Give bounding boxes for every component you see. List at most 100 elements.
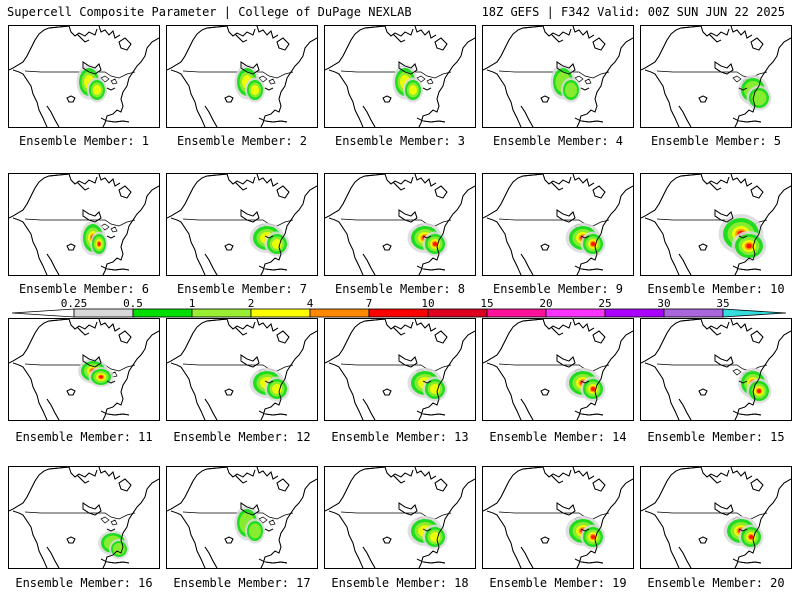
legend-swatch bbox=[368, 308, 429, 318]
north-america-map bbox=[325, 319, 475, 420]
scp-contour bbox=[751, 90, 767, 106]
ensemble-member-label: Ensemble Member: 5 bbox=[650, 134, 782, 148]
north-america-map bbox=[9, 174, 159, 275]
ensemble-map-panel bbox=[324, 25, 476, 128]
coastline-overlay bbox=[483, 26, 633, 127]
ensemble-map-panel bbox=[8, 318, 160, 421]
scp-contour bbox=[93, 85, 101, 95]
ensemble-map-panel bbox=[640, 173, 792, 276]
north-america-map bbox=[9, 319, 159, 420]
scp-contour bbox=[433, 242, 437, 246]
coastline-overlay bbox=[9, 319, 159, 420]
ensemble-map-panel bbox=[166, 318, 318, 421]
north-america-map bbox=[641, 467, 791, 568]
legend-tick-label: 0.5 bbox=[123, 298, 143, 310]
ensemble-map-panel bbox=[324, 466, 476, 569]
legend-tick-label: 4 bbox=[307, 298, 314, 310]
ensemble-map-panel bbox=[8, 466, 160, 569]
coastline-overlay bbox=[483, 467, 633, 568]
north-america-map bbox=[641, 174, 791, 275]
ensemble-map-panel bbox=[166, 173, 318, 276]
scp-contour bbox=[99, 375, 103, 379]
coastline-overlay bbox=[325, 26, 475, 127]
north-america-map bbox=[9, 467, 159, 568]
ensemble-map-panel bbox=[482, 173, 634, 276]
legend-tick-label: 35 bbox=[716, 298, 729, 310]
ensemble-member-label: Ensemble Member: 16 bbox=[15, 576, 153, 590]
legend-swatch bbox=[191, 308, 252, 318]
legend-swatch bbox=[604, 308, 665, 318]
ensemble-map-panel bbox=[482, 318, 634, 421]
legend-tick-label: 7 bbox=[366, 298, 373, 310]
coastline-overlay bbox=[9, 174, 159, 275]
coastline-overlay bbox=[9, 467, 159, 568]
scp-contour bbox=[97, 242, 101, 246]
ensemble-member-label: Ensemble Member: 2 bbox=[176, 134, 308, 148]
country-border bbox=[182, 70, 294, 85]
north-america-map bbox=[167, 174, 317, 275]
north-america-map bbox=[641, 319, 791, 420]
coastline-overlay bbox=[325, 467, 475, 568]
legend-tick-label: 25 bbox=[598, 298, 611, 310]
coastline-overlay bbox=[641, 319, 791, 420]
ensemble-member-label: Ensemble Member: 13 bbox=[331, 430, 469, 444]
legend-swatch bbox=[73, 308, 134, 318]
legend-swatch bbox=[486, 308, 547, 318]
legend-swatch bbox=[663, 308, 724, 318]
ensemble-map-panel bbox=[482, 466, 634, 569]
ensemble-member-label: Ensemble Member: 17 bbox=[173, 576, 311, 590]
color-legend: 0.25 0.5 1 2 4 7 10 15 20 25 30 35 bbox=[12, 298, 788, 322]
ensemble-member-label: Ensemble Member: 1 bbox=[18, 134, 150, 148]
ensemble-map-panel bbox=[482, 25, 634, 128]
model-run-info: 18Z GEFS | F342 Valid: 00Z SUN JUN 22 20… bbox=[481, 5, 785, 19]
ensemble-map-panel bbox=[640, 318, 792, 421]
legend-swatch bbox=[545, 308, 606, 318]
ensemble-member-label: Ensemble Member: 6 bbox=[18, 282, 150, 296]
legend-swatch bbox=[309, 308, 370, 318]
country-border bbox=[340, 70, 452, 85]
legend-tick-label: 10 bbox=[421, 298, 434, 310]
coastline-overlay bbox=[167, 467, 317, 568]
ensemble-member-label: Ensemble Member: 12 bbox=[173, 430, 311, 444]
ensemble-map-panel bbox=[324, 173, 476, 276]
legend-tick-label: 0.25 bbox=[61, 298, 88, 310]
coastline-overlay bbox=[167, 319, 317, 420]
scp-contour bbox=[749, 535, 753, 539]
north-america-map bbox=[483, 467, 633, 568]
coastline-overlay bbox=[325, 174, 475, 275]
ensemble-map-panel bbox=[166, 25, 318, 128]
country-border bbox=[24, 218, 136, 233]
north-america-map bbox=[483, 174, 633, 275]
country-border bbox=[24, 70, 136, 85]
ensemble-member-label: Ensemble Member: 9 bbox=[492, 282, 624, 296]
north-america-map bbox=[167, 26, 317, 127]
ensemble-map-panel bbox=[8, 25, 160, 128]
ensemble-member-label: Ensemble Member: 7 bbox=[176, 282, 308, 296]
legend-arrow-left bbox=[12, 308, 75, 318]
ensemble-member-label: Ensemble Member: 3 bbox=[334, 134, 466, 148]
country-border bbox=[24, 511, 136, 526]
coastline-overlay bbox=[483, 319, 633, 420]
north-america-map bbox=[483, 26, 633, 127]
scp-contour bbox=[409, 85, 417, 95]
ensemble-member-label: Ensemble Member: 15 bbox=[647, 430, 785, 444]
legend-swatch bbox=[427, 308, 488, 318]
coastline-overlay bbox=[167, 174, 317, 275]
legend-arrow-right bbox=[722, 308, 787, 318]
scp-contour bbox=[249, 523, 261, 539]
ensemble-member-label: Ensemble Member: 8 bbox=[334, 282, 466, 296]
legend-tick-label: 1 bbox=[189, 298, 196, 310]
page-title: Supercell Composite Parameter | College … bbox=[7, 5, 412, 19]
ensemble-member-label: Ensemble Member: 20 bbox=[647, 576, 785, 590]
ensemble-member-label: Ensemble Member: 11 bbox=[15, 430, 153, 444]
scp-contour bbox=[251, 85, 259, 95]
coastline-overlay bbox=[167, 26, 317, 127]
scp-contour bbox=[565, 82, 577, 98]
north-america-map bbox=[483, 319, 633, 420]
north-america-map bbox=[325, 26, 475, 127]
north-america-map bbox=[325, 174, 475, 275]
legend-swatch bbox=[132, 308, 193, 318]
north-america-map bbox=[9, 26, 159, 127]
coastline-overlay bbox=[641, 174, 791, 275]
legend-tick-label: 30 bbox=[657, 298, 670, 310]
